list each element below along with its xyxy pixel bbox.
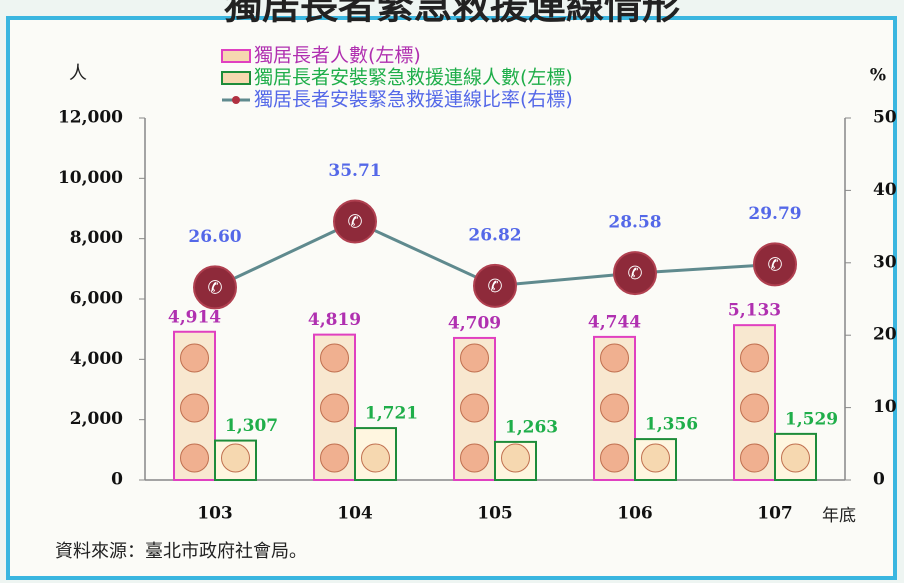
bar-icon — [221, 443, 250, 473]
x-tick-label: 105 — [477, 504, 513, 524]
bar-icon — [740, 443, 769, 473]
legend-swatch — [232, 96, 240, 104]
x-tick-label: 104 — [337, 504, 373, 524]
y-tick-label: 12,000 — [58, 108, 123, 128]
value-label: 4,819 — [308, 310, 361, 330]
line-marker — [333, 199, 377, 244]
legend-label: 獨居長者安裝緊急救援連線人數(左標) — [254, 67, 573, 89]
value-label: 1,529 — [785, 409, 838, 429]
y-tick-label: 0 — [111, 470, 123, 490]
bar-icon — [600, 343, 629, 373]
marker-icon: ✆ — [767, 254, 782, 275]
value-label: 5,133 — [728, 301, 781, 321]
y2-tick-label: 40 — [873, 180, 897, 200]
y-tick-label: 8,000 — [70, 228, 123, 248]
bar-icon — [320, 343, 349, 373]
bar-icon — [320, 393, 349, 423]
marker-icon: ✆ — [627, 263, 642, 284]
bar-icon — [361, 443, 390, 473]
bar-icon — [781, 443, 810, 473]
bar-icon — [460, 393, 489, 423]
y2-axis-label: % — [870, 66, 886, 86]
bar-icon — [180, 443, 209, 473]
legend-swatch — [221, 71, 251, 85]
bar-icon — [740, 343, 769, 373]
value-label: 4,914 — [168, 307, 221, 327]
x-axis-label: 年底 — [822, 506, 856, 526]
frame — [6, 16, 897, 580]
legend-label: 獨居長者人數(左標) — [254, 45, 421, 67]
bar-icon — [600, 393, 629, 423]
chart-title: 獨居長者緊急救援連線情形 — [224, 0, 680, 28]
value-label: 26.82 — [468, 225, 521, 245]
line-marker — [613, 251, 657, 296]
y-tick-label: 4,000 — [70, 349, 123, 369]
value-label: 29.79 — [748, 204, 801, 224]
y2-tick-label: 10 — [873, 397, 897, 417]
legend-swatch — [221, 49, 251, 63]
y2-tick-label: 20 — [873, 325, 897, 345]
x-tick-label: 106 — [617, 504, 653, 524]
y-tick-label: 6,000 — [70, 289, 123, 309]
line-marker — [473, 263, 517, 308]
y-tick-label: 10,000 — [58, 168, 123, 188]
bar-icon — [641, 443, 670, 473]
x-tick-label: 103 — [197, 504, 233, 524]
value-label: 4,709 — [448, 313, 501, 333]
bar-icon — [501, 443, 530, 473]
y2-tick-label: 50 — [873, 108, 897, 128]
marker-icon: ✆ — [207, 277, 222, 298]
marker-icon: ✆ — [487, 276, 502, 297]
value-label: 1,356 — [645, 415, 698, 435]
value-label: 1,307 — [225, 416, 278, 436]
value-label: 26.60 — [188, 227, 241, 247]
value-label: 35.71 — [328, 161, 381, 181]
bar-icon — [600, 443, 629, 473]
bar-icon — [180, 343, 209, 373]
legend-label: 獨居長者安裝緊急救援連線比率(右標) — [254, 89, 573, 111]
bar-icon — [320, 443, 349, 473]
marker-icon: ✆ — [347, 211, 362, 232]
y-axis-label: 人 — [69, 63, 87, 84]
value-label: 1,721 — [365, 404, 418, 424]
source-note: 資料來源：臺北市政府社會局。 — [55, 541, 307, 562]
value-label: 4,744 — [588, 312, 641, 332]
line-marker — [753, 242, 797, 287]
bar-icon — [740, 393, 769, 423]
x-tick-label: 107 — [757, 504, 793, 524]
value-label: 1,263 — [505, 417, 558, 437]
value-label: 28.58 — [608, 213, 661, 233]
bar-icon — [180, 393, 209, 423]
y-tick-label: 2,000 — [70, 409, 123, 429]
bar-icon — [460, 443, 489, 473]
bar-icon — [460, 343, 489, 373]
line-marker — [193, 265, 237, 310]
y2-tick-label: 30 — [873, 252, 897, 272]
y2-tick-label: 0 — [873, 470, 885, 490]
